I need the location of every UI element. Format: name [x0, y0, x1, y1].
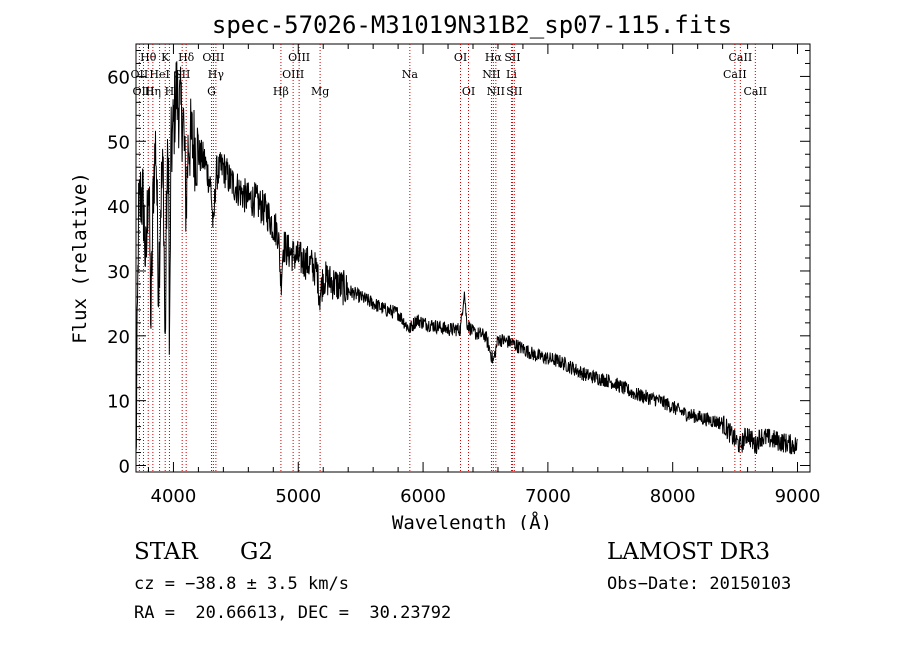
axes: 4000 5000 6000 7000 8000 9000 0 10 20 30 40 50 60 — [107, 44, 820, 507]
survey-label: LAMOST DR3 — [607, 539, 771, 565]
coordinates: RA = 20.66613, DEC = 30.23792 — [134, 603, 452, 623]
x-tick-label-6000: 6000 — [400, 486, 446, 507]
line-label-17: OI — [454, 51, 467, 64]
line-label-5: K — [161, 51, 170, 64]
cz-value: cz = −38.8 ± 3.5 km/s — [134, 574, 349, 594]
y-axis-label: Flux (relative) — [69, 172, 91, 344]
x-tick-label-8000: 8000 — [650, 486, 696, 507]
line-label-27: CaII — [743, 85, 767, 98]
line-label-1: OII — [131, 68, 149, 81]
line-label-16: Na — [402, 68, 419, 81]
line-label-13: OIII — [282, 68, 304, 81]
x-tick-label-5000: 5000 — [275, 486, 321, 507]
line-label-0: Hθ — [140, 51, 157, 64]
line-label-24: SII — [506, 85, 522, 98]
line-label-20: NII — [482, 68, 500, 81]
line-label-18: OI — [462, 85, 475, 98]
y-tick-label-40: 40 — [107, 197, 130, 218]
x-tick-label-9000: 9000 — [775, 486, 821, 507]
line-label-25: CaII — [729, 51, 753, 64]
line-label-6: H — [165, 85, 175, 98]
line-label-3: Hη — [145, 85, 161, 98]
line-label-8: Hδ — [178, 51, 195, 64]
line-label-26: CaII — [723, 68, 747, 81]
line-label-14: OIII — [288, 51, 310, 64]
x-tick-label-4000: 4000 — [151, 486, 197, 507]
spectrum-chart: spec-57026-M31019N31B2_sp07-115.fits Hθ O… — [69, 11, 820, 530]
subclass-label: G2 — [240, 539, 274, 565]
line-label-22: SII — [504, 51, 520, 64]
line-label-12: Hβ — [273, 85, 289, 98]
y-tick-label-20: 20 — [107, 327, 130, 348]
y-tick-label-0: 0 — [119, 457, 130, 478]
chart-title: spec-57026-M31019N31B2_sp07-115.fits — [212, 11, 732, 39]
y-tick-label-60: 60 — [107, 67, 130, 88]
y-tick-label-30: 30 — [107, 262, 130, 283]
line-label-2: OIII — [132, 85, 154, 98]
plot-frame — [135, 43, 811, 473]
flux-line — [135, 61, 798, 455]
line-label-9: OIII — [202, 51, 224, 64]
line-label-10: Hγ — [208, 68, 225, 81]
line-label-11: G — [207, 85, 216, 98]
line-label-4: HeI — [149, 68, 169, 81]
obs-date: Obs−Date: 20150103 — [607, 574, 792, 594]
line-label-19: Hα — [485, 51, 503, 64]
x-axis-label: Wavelength (Å) — [392, 511, 552, 530]
class-label: STAR — [134, 539, 198, 565]
line-label-15: Mg — [311, 85, 329, 98]
y-tick-label-50: 50 — [107, 132, 130, 153]
line-label-23: Li — [506, 68, 517, 81]
y-tick-label-10: 10 — [107, 392, 130, 413]
x-tick-label-7000: 7000 — [525, 486, 571, 507]
line-label-21: NII — [487, 85, 505, 98]
